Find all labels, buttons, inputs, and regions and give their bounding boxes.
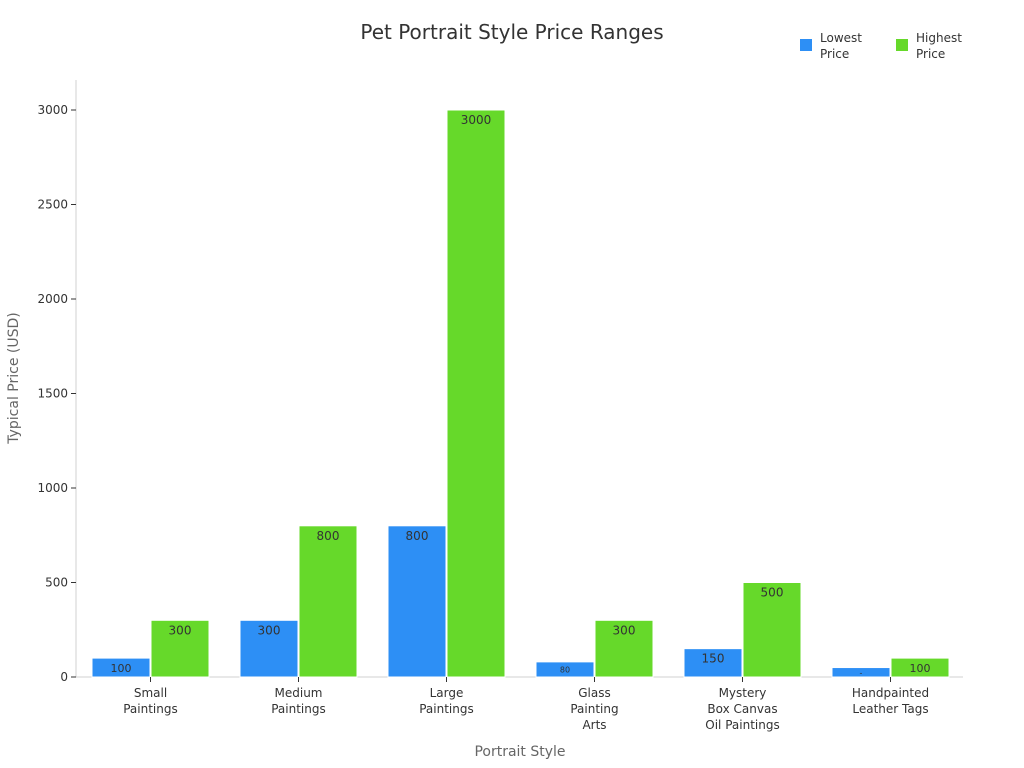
bar-lowest — [387, 525, 447, 678]
data-label: 80 — [560, 665, 570, 674]
x-tick-label: Box Canvas — [707, 702, 777, 716]
bar-lowest — [683, 648, 743, 678]
bar-highest — [594, 619, 654, 678]
chart-title: Pet Portrait Style Price Ranges — [360, 20, 664, 44]
legend-label-lowest-line1: Lowest — [820, 31, 862, 45]
x-tick-label: Glass — [578, 686, 611, 700]
bar-lowest — [831, 667, 891, 678]
data-label: 800 — [406, 529, 429, 543]
y-tick-label: 500 — [45, 576, 68, 590]
y-tick-label: 2000 — [37, 292, 68, 306]
x-tick-label: Paintings — [271, 702, 326, 716]
legend: Lowest Price Highest Price — [800, 30, 974, 62]
legend-label-lowest-line2: Price — [820, 47, 850, 61]
x-tick-label: Large — [430, 686, 464, 700]
bar-highest — [298, 525, 358, 678]
x-tick-label: Paintings — [419, 702, 474, 716]
data-label: 300 — [169, 623, 192, 637]
x-tick-label: Mystery — [719, 686, 767, 700]
bar-lowest — [535, 661, 595, 678]
data-label: 100 — [910, 662, 931, 675]
legend-label-lowest: Lowest Price — [820, 30, 878, 62]
bar-highest — [890, 657, 950, 678]
legend-swatch-highest — [896, 39, 908, 51]
data-label: 300 — [258, 623, 281, 637]
bar-highest — [446, 109, 506, 678]
bar-lowest — [91, 657, 151, 678]
legend-item-highest[interactable]: Highest Price — [896, 30, 974, 62]
bar-lowest — [239, 619, 299, 678]
x-tick-label: Arts — [582, 718, 606, 732]
data-label: 800 — [317, 529, 340, 543]
bar-highest — [742, 582, 802, 678]
bar-highest — [150, 619, 210, 678]
x-axis-title: Portrait Style — [474, 744, 565, 760]
y-axis-title: Typical Price (USD) — [6, 312, 22, 445]
y-tick-label: 2500 — [37, 198, 68, 212]
data-label: 500 — [761, 586, 784, 600]
legend-item-lowest[interactable]: Lowest Price — [800, 30, 878, 62]
x-tick-label: Small — [134, 686, 167, 700]
x-tick-label: Handpainted — [852, 686, 929, 700]
x-tick-label: Painting — [570, 702, 618, 716]
data-label: - — [860, 668, 863, 677]
data-label: 150 — [702, 652, 725, 666]
legend-swatch-lowest — [800, 39, 812, 51]
data-label: 300 — [613, 623, 636, 637]
x-tick-label: Oil Paintings — [705, 718, 779, 732]
data-label: 3000 — [461, 113, 492, 127]
legend-label-highest-line1: Highest — [916, 31, 962, 45]
y-tick-label: 1000 — [37, 481, 68, 495]
y-tick-label: 1500 — [37, 387, 68, 401]
x-tick-label: Paintings — [123, 702, 178, 716]
y-tick-label: 0 — [60, 670, 68, 684]
y-tick-label: 3000 — [37, 103, 68, 117]
legend-label-highest: Highest Price — [916, 30, 974, 62]
data-label: 100 — [111, 662, 132, 675]
x-tick-label: Leather Tags — [852, 702, 928, 716]
x-tick-label: Medium — [275, 686, 323, 700]
legend-label-highest-line2: Price — [916, 47, 946, 61]
